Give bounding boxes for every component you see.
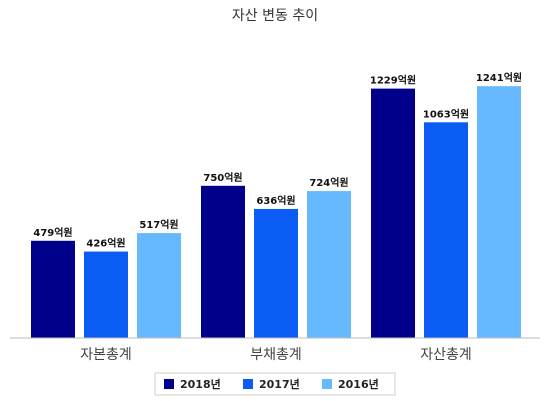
legend-swatch: [322, 379, 332, 389]
legend-entry[interactable]: 2018년: [180, 377, 221, 391]
data-label: 517억원: [139, 218, 178, 231]
bar-부채총계-2016년[interactable]: [307, 191, 351, 338]
bar-자본총계-2016년[interactable]: [137, 233, 181, 338]
data-label: 1229억원: [370, 74, 416, 87]
bar-자본총계-2018년[interactable]: [31, 240, 75, 338]
category-label: 자산총계: [420, 347, 472, 363]
bar-부채총계-2017년[interactable]: [254, 208, 298, 338]
chart-title: 자산 변동 추이: [232, 8, 318, 24]
data-label: 1241억원: [476, 71, 522, 84]
data-label: 724억원: [309, 176, 348, 189]
legend-entry[interactable]: 2016년: [338, 377, 379, 391]
bar-자산총계-2016년[interactable]: [477, 86, 521, 339]
bar-자산총계-2017년[interactable]: [424, 122, 468, 338]
data-label: 750억원: [203, 171, 242, 184]
legend-entry[interactable]: 2017년: [259, 377, 300, 391]
data-label: 479억원: [33, 226, 72, 239]
bars-layer: 479억원 426억원 517억원 750억원 636억원 724억원 1229억원 1063…: [31, 71, 522, 339]
category-label: 자본총계: [80, 347, 132, 363]
legend-swatch: [243, 379, 253, 389]
data-label: 1063억원: [423, 107, 469, 120]
bar-부채총계-2018년[interactable]: [201, 185, 245, 338]
legend[interactable]: 2018년 2017년 2016년: [154, 372, 396, 396]
category-label: 부채총계: [250, 347, 302, 363]
legend-frame: [154, 372, 396, 396]
data-label: 636억원: [256, 194, 295, 207]
legend-swatch: [164, 379, 174, 389]
data-label: 426억원: [86, 237, 125, 250]
category-labels: 자본총계 부채총계 자산총계: [80, 347, 472, 363]
bar-자산총계-2018년[interactable]: [371, 88, 415, 338]
bar-자본총계-2017년[interactable]: [84, 251, 128, 338]
legend-items: 2018년 2017년 2016년: [164, 377, 379, 391]
